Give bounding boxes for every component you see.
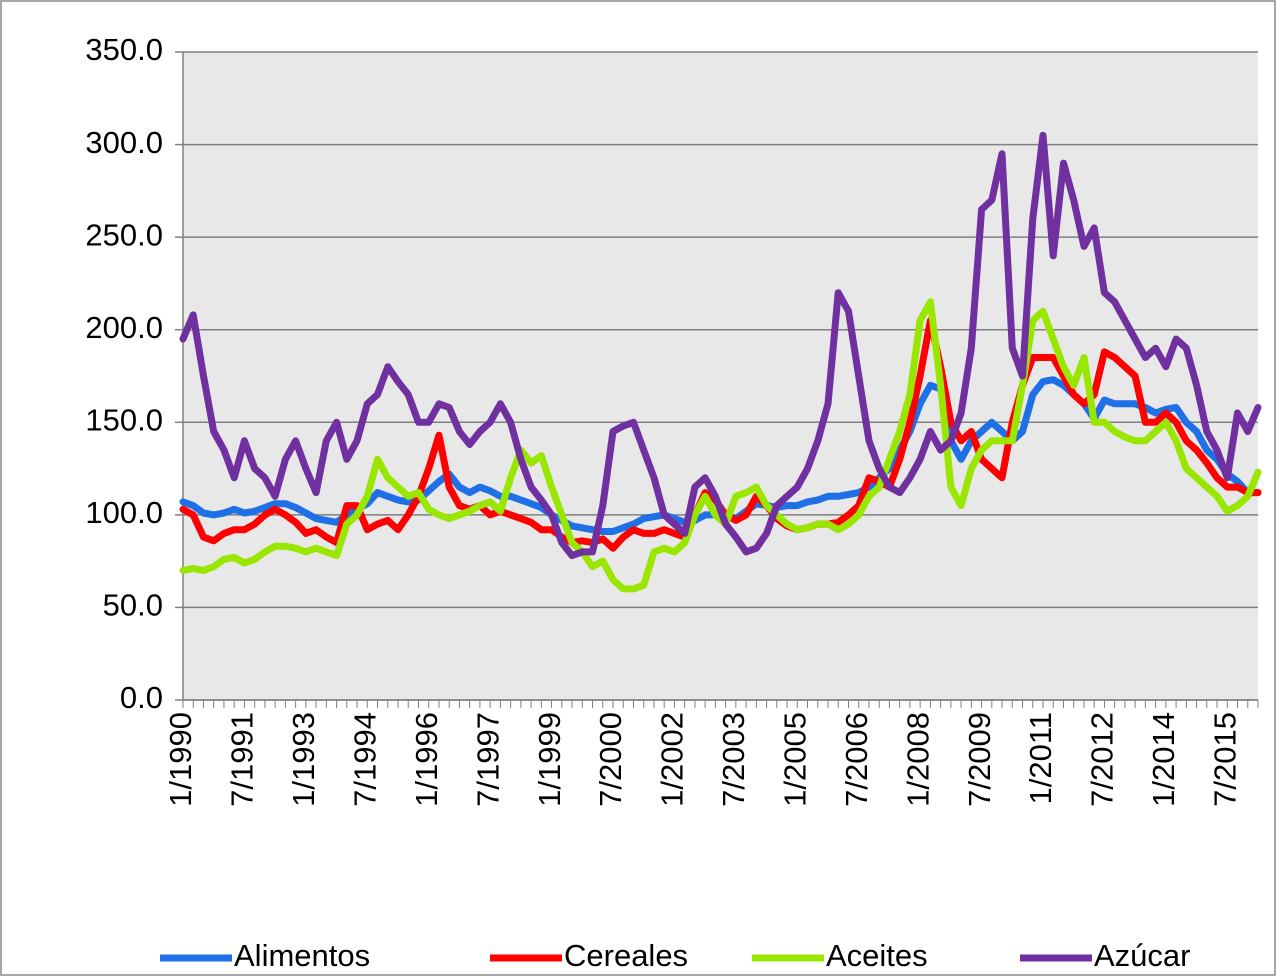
- x-tick-label: 1/2008: [900, 712, 935, 807]
- x-tick-label: 1/2002: [655, 712, 690, 807]
- y-tick-label: 250.0: [85, 217, 163, 252]
- series-line: [179, 131, 1262, 560]
- x-tick-label: 7/2012: [1085, 712, 1120, 807]
- x-tick-label: 1/1993: [286, 712, 321, 807]
- y-tick-label: 100.0: [85, 495, 163, 530]
- y-tick-label: 200.0: [85, 310, 163, 345]
- y-tick-label: 50.0: [103, 588, 163, 623]
- legend-label: Cereales: [564, 938, 688, 973]
- x-tick-label: 1/1999: [532, 712, 567, 807]
- x-tick-label: 1/1996: [409, 712, 444, 807]
- x-tick-label: 7/1991: [225, 712, 260, 807]
- y-tick-label: 150.0: [85, 402, 163, 437]
- x-tick-label: 7/1994: [347, 712, 382, 807]
- x-tick-label: 1/2014: [1146, 712, 1181, 807]
- x-tick-label: 1/2011: [1023, 712, 1058, 805]
- x-tick-label: 7/2003: [716, 712, 751, 807]
- x-tick-label: 7/2015: [1207, 712, 1242, 807]
- x-tick-label: 7/2000: [593, 712, 628, 807]
- x-tick-label: 7/1997: [470, 712, 505, 807]
- legend-label: Alimentos: [234, 938, 370, 973]
- x-tick-label: 7/2006: [839, 712, 874, 807]
- legend-label: Azúcar: [1094, 938, 1190, 973]
- y-tick-label: 0.0: [120, 680, 163, 715]
- legend-label: Aceites: [826, 938, 928, 973]
- y-tick-label: 350.0: [85, 32, 163, 67]
- y-tick-label: 300.0: [85, 125, 163, 160]
- x-tick-label: 7/2009: [962, 712, 997, 807]
- x-tick-label: 1/2005: [777, 712, 812, 807]
- x-tick-label: 1/1990: [163, 712, 198, 807]
